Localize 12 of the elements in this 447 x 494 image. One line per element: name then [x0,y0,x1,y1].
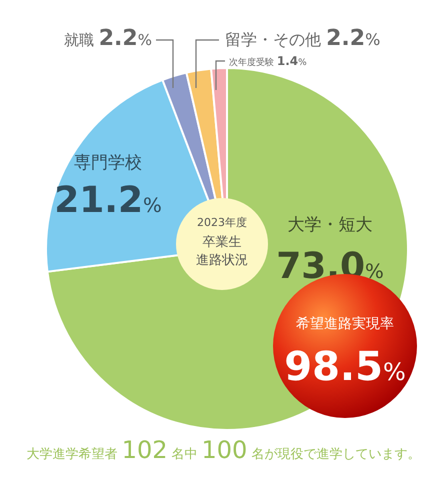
slice-label: 専門学校 [74,153,142,173]
data-label: 2.2% [98,26,152,51]
data-label: 21.2% [54,180,162,221]
slice-label: 留学・その他 [225,30,326,49]
text: 大学進学希望者 102 名中 100 名が現役で進学しています。 [26,436,420,464]
slice-label: 大学・短大 [288,215,372,235]
data-label: 1.4% [276,54,308,68]
slice-label: 次年度受験 [229,57,277,68]
text: 2023年度卒業生進路状況 [196,216,248,268]
slice-label: 就職 [64,31,99,49]
text: 希望進路実現率 98.5% [284,316,406,390]
data-label: 2.2% [326,26,380,51]
